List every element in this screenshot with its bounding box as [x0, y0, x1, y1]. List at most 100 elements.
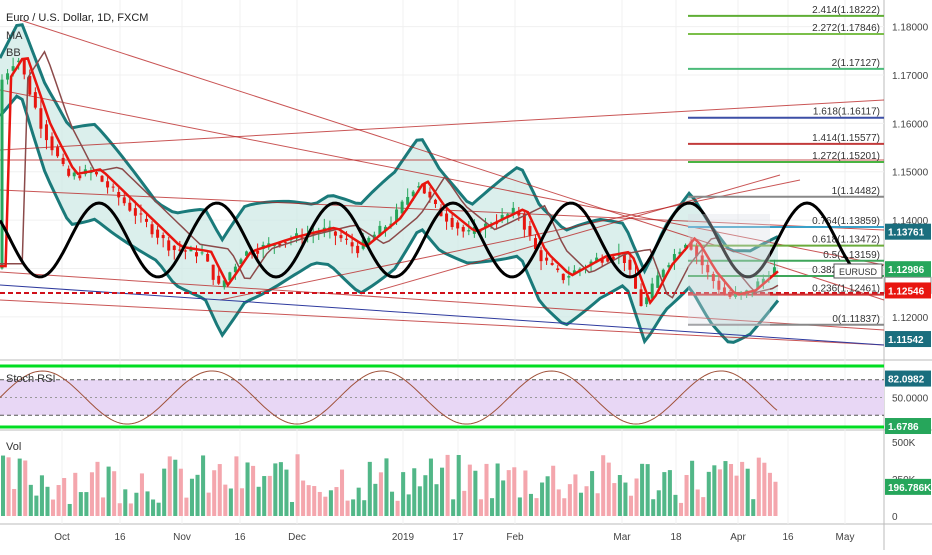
volume-bar [167, 456, 172, 516]
candle [139, 213, 143, 215]
candle [545, 257, 549, 261]
price-tick-label: 1.15000 [892, 168, 929, 179]
volume-bar [101, 497, 106, 516]
volume-bar [723, 461, 728, 516]
volume-bar [451, 499, 456, 516]
volume-bar [378, 472, 383, 516]
candle [28, 75, 32, 95]
price-badge [885, 223, 931, 240]
candle [172, 245, 176, 251]
fib-level-label: 1(1.14482) [832, 186, 880, 197]
volume-bar [17, 458, 22, 516]
volume-bar [540, 482, 545, 516]
candle [195, 252, 198, 257]
candle [239, 259, 243, 265]
candle [511, 207, 515, 216]
candle [428, 191, 432, 198]
candle [639, 289, 643, 306]
volume-bar [89, 472, 94, 516]
volume-bar [45, 486, 50, 516]
candle [734, 292, 738, 297]
volume-bar [56, 485, 61, 516]
candle [772, 267, 776, 274]
fib-level-label: 0.236(1.12461) [812, 284, 880, 295]
volume-bar [1, 455, 6, 516]
candle [700, 255, 704, 266]
volume-bar [223, 484, 228, 516]
x-tick-label: Feb [506, 532, 524, 543]
volume-bar [701, 497, 706, 516]
trend-line-support [0, 284, 885, 346]
trend-line [0, 299, 885, 346]
bollinger-band-fill [0, 24, 778, 343]
candle [611, 256, 615, 260]
volume-bar [590, 471, 595, 516]
volume-bar [162, 468, 167, 516]
volume-bar [551, 465, 556, 516]
price-badge-label: 1.12546 [888, 286, 925, 297]
volume-bar [306, 485, 311, 516]
volume-tick: 0 [892, 512, 898, 523]
fib-level-label: 0(1.11837) [832, 314, 880, 325]
volume-bar [412, 468, 417, 516]
candle [761, 278, 765, 284]
candle [528, 226, 532, 236]
volume-bar [95, 461, 100, 516]
stoch-rsi-label[interactable]: Stoch RSI [6, 373, 56, 385]
volume-bar [134, 492, 139, 516]
ma-indicator-label[interactable]: MA [6, 30, 23, 42]
volume-label[interactable]: Vol [6, 441, 22, 453]
candle [67, 168, 71, 176]
volume-bar [212, 470, 217, 516]
price-tick-label: 1.17000 [892, 71, 929, 82]
candle [256, 250, 260, 254]
candle [433, 199, 437, 205]
volume-bar [39, 475, 44, 516]
candle [278, 243, 282, 246]
bb-indicator-label[interactable]: BB [6, 47, 21, 59]
stoch-rsi-tick: 50.0000 [892, 394, 929, 405]
volume-bar [367, 461, 372, 516]
volume-bar [117, 503, 122, 516]
candle [211, 264, 215, 280]
volume-bar [301, 480, 306, 516]
candle [400, 201, 404, 214]
candle [722, 287, 726, 295]
fib-level-label: 2(1.17127) [832, 58, 880, 69]
candle [22, 59, 26, 75]
trend-line [0, 89, 885, 266]
volume-bar [684, 474, 689, 516]
volume-bar [262, 476, 267, 516]
candle [756, 281, 760, 289]
x-tick-label: Apr [730, 532, 746, 543]
volume-bar [273, 463, 278, 516]
x-tick-label: 16 [782, 532, 794, 543]
volume-bar [251, 465, 256, 516]
volume-bar [73, 472, 78, 516]
projection-box [688, 214, 770, 326]
volume-bar [517, 497, 522, 516]
volume-bar [351, 499, 356, 516]
volume-bar [634, 478, 639, 516]
candle [417, 186, 421, 188]
fib-level-label: 2.272(1.17846) [812, 23, 880, 34]
candle [678, 251, 682, 255]
candle [167, 240, 171, 251]
x-tick-label: Dec [288, 532, 306, 543]
volume-bar [651, 499, 656, 516]
volume-bar [395, 500, 400, 516]
stoch-rsi-badge [885, 418, 931, 435]
candle [717, 280, 721, 290]
volume-bar [512, 467, 517, 516]
volume-bar [106, 466, 111, 516]
price-badge-label: 1.12986 [888, 265, 925, 276]
volume-bar [245, 462, 250, 516]
candle [550, 263, 554, 265]
candle [445, 213, 449, 222]
trend-line [0, 271, 885, 331]
volume-bar [673, 494, 678, 516]
candle [622, 254, 626, 264]
candle [406, 197, 410, 205]
